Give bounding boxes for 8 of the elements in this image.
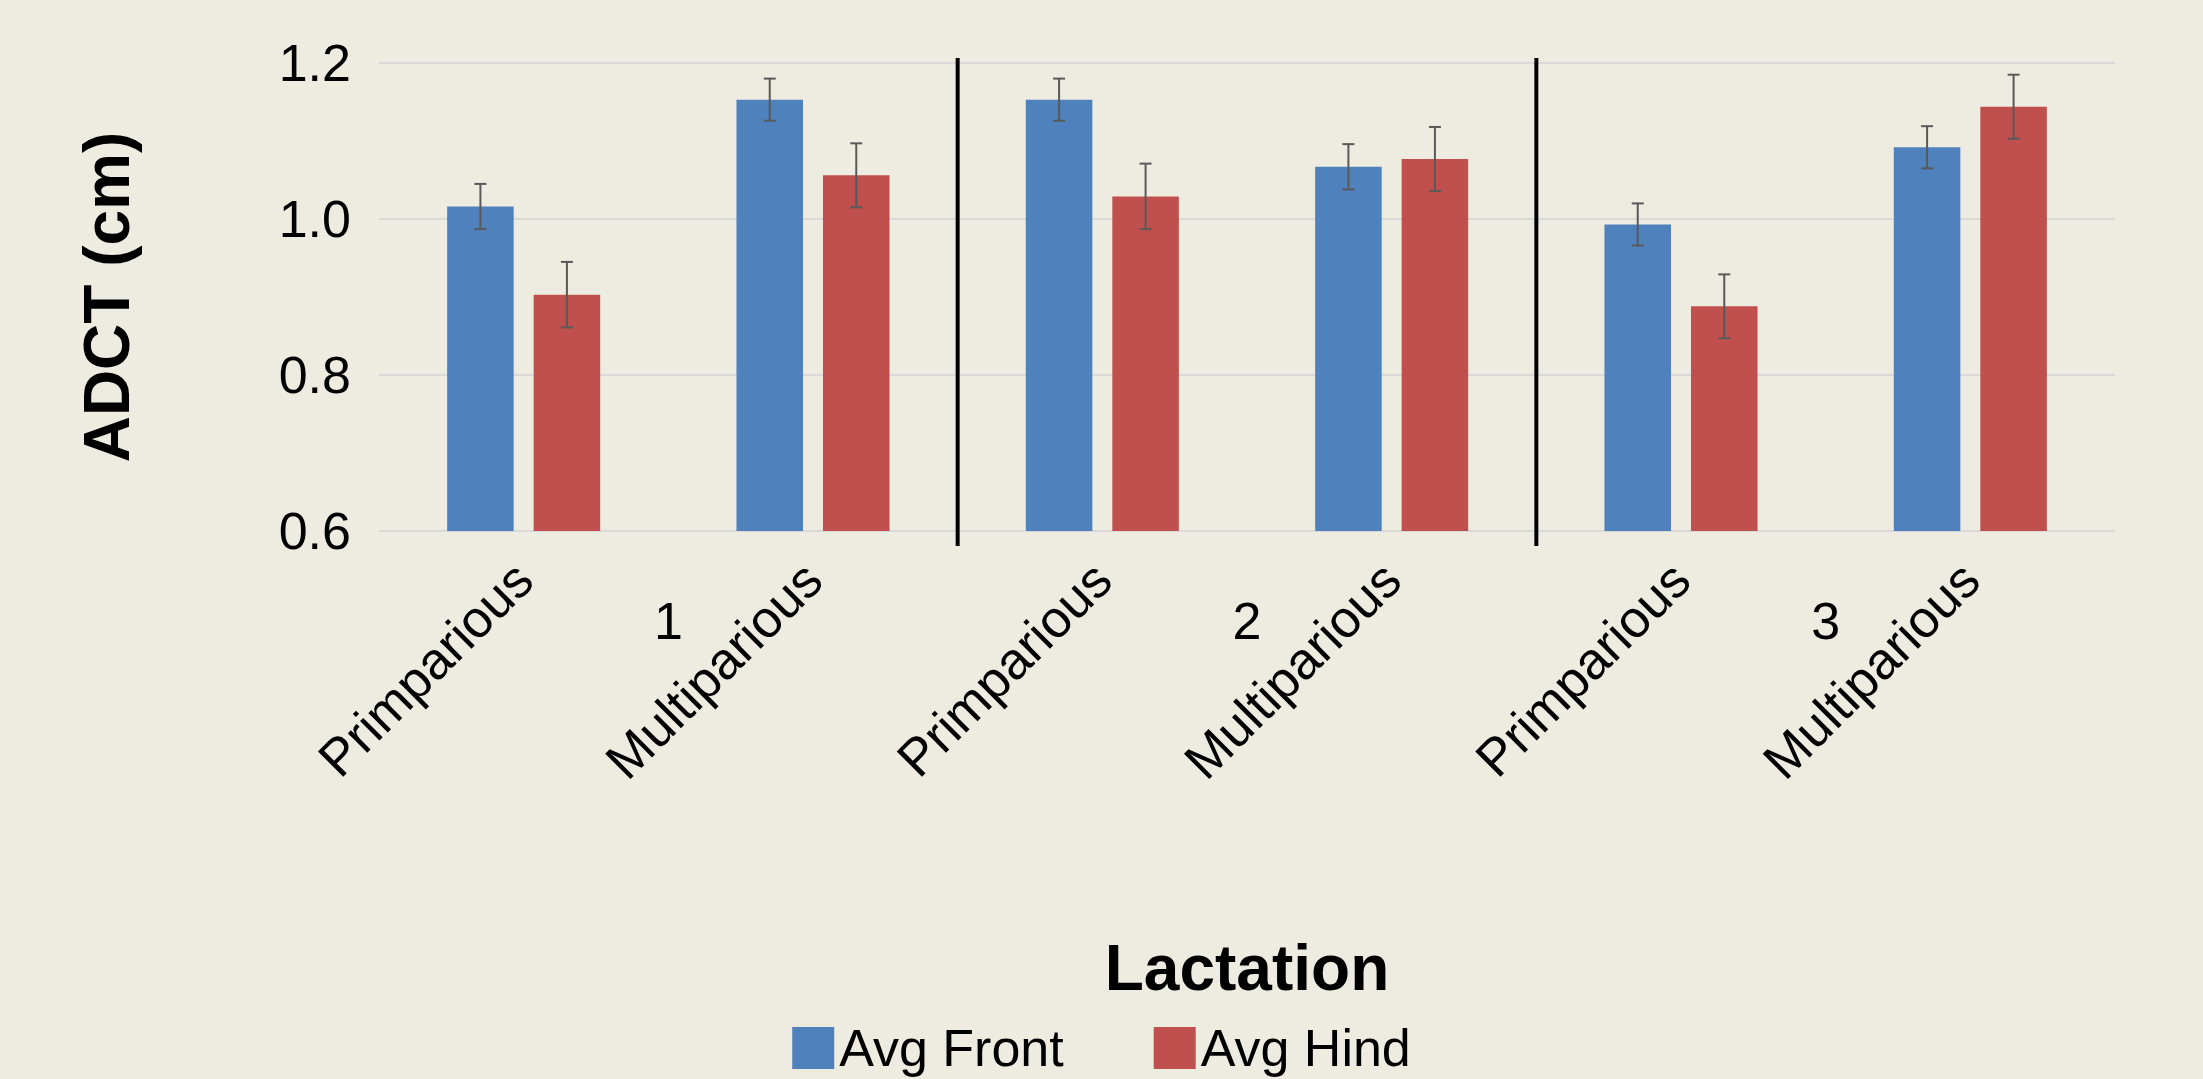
legend-label: Avg Front xyxy=(839,1019,1065,1077)
legend-label: Avg Hind xyxy=(1200,1019,1411,1077)
y-tick-label: 0.6 xyxy=(278,502,351,560)
y-tick-label: 1.0 xyxy=(278,190,351,248)
y-tick-label: 0.8 xyxy=(278,346,351,404)
y-axis-title: ADCT (cm) xyxy=(71,131,143,463)
x-axis-title: Lactation xyxy=(1104,932,1390,1004)
y-tick-label: 1.2 xyxy=(278,34,351,92)
